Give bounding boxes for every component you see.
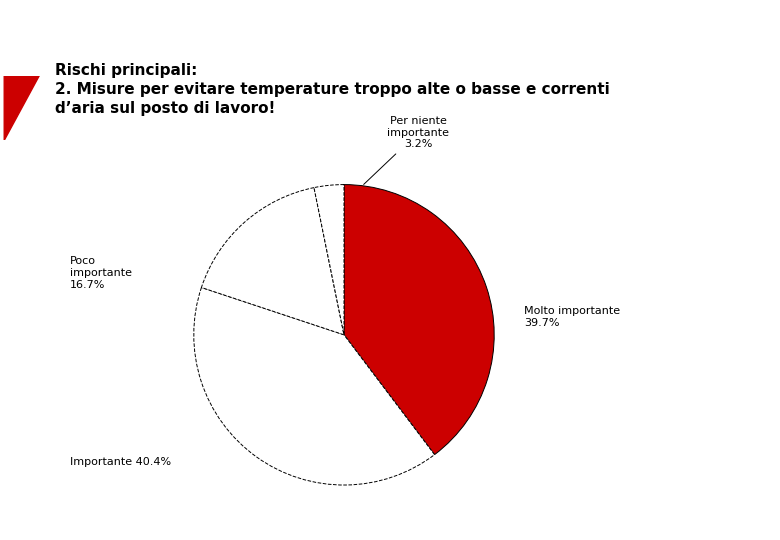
Text: 17. 01. 2022: 17. 01. 2022 [366,5,414,14]
Text: Poco
importante
16.7%: Poco importante 16.7% [70,256,132,289]
Text: 2. Misure per evitare temperature troppo alte o basse e correnti: 2. Misure per evitare temperature troppo… [55,82,609,97]
Wedge shape [314,185,344,335]
Text: Importante 40.4%: Importante 40.4% [70,457,171,467]
Text: d’aria sul posto di lavoro!: d’aria sul posto di lavoro! [55,101,275,116]
Text: Rischi principali:: Rischi principali: [55,63,197,78]
Text: 16: 16 [648,5,660,14]
Wedge shape [201,187,344,335]
Wedge shape [344,185,495,455]
Wedge shape [193,287,434,485]
Text: UNiA: UNiA [667,31,743,59]
Text: Per niente
importante
3.2%: Per niente importante 3.2% [363,116,449,185]
Polygon shape [4,76,39,140]
Text: Campagna tutela della salute nella vendita: inchiesta sugli interventi prioritar: Campagna tutela della salute nella vendi… [55,35,580,48]
Text: Molto importante
39.7%: Molto importante 39.7% [524,306,620,328]
